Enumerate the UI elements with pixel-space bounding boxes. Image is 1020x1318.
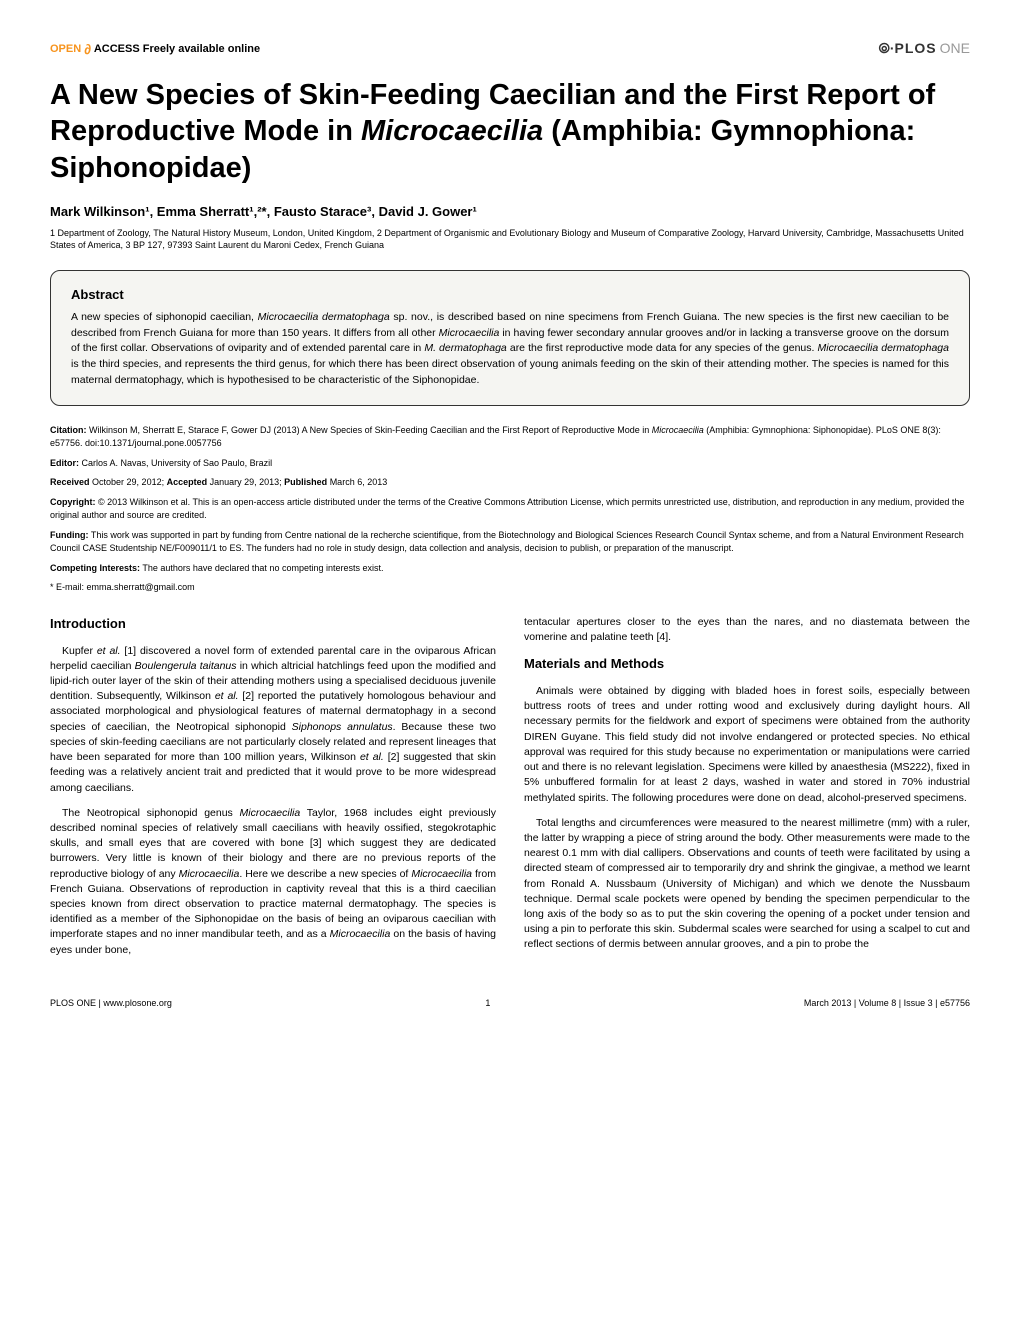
body-italic: et al. bbox=[360, 751, 384, 763]
footer: PLOS ONE | www.plosone.org 1 March 2013 … bbox=[50, 998, 970, 1008]
competing: Competing Interests: The authors have de… bbox=[50, 562, 970, 576]
methods-heading: Materials and Methods bbox=[524, 655, 970, 674]
open-text: OPEN bbox=[50, 42, 81, 54]
email: * E-mail: emma.sherratt@gmail.com bbox=[50, 581, 970, 595]
meta-text: The authors have declared that no compet… bbox=[140, 563, 383, 573]
meta-text: Carlos A. Navas, University of Sao Paulo… bbox=[79, 458, 272, 468]
two-column-body: Introduction Kupfer et al. [1] discovere… bbox=[50, 615, 970, 968]
intro-cont: tentacular apertures closer to the eyes … bbox=[524, 615, 970, 645]
label: Editor: bbox=[50, 458, 79, 468]
label: Received bbox=[50, 477, 90, 487]
plos-text: PLOS bbox=[895, 40, 937, 56]
title-italic: Microcaecilia bbox=[361, 115, 543, 147]
plos-one-text: ONE bbox=[940, 40, 970, 56]
intro-p2: The Neotropical siphonopid genus Microca… bbox=[50, 806, 496, 958]
meta-text: © 2013 Wilkinson et al. This is an open-… bbox=[50, 497, 964, 521]
meta-italic: Microcaecilia bbox=[652, 425, 704, 435]
intro-p1: Kupfer et al. [1] discovered a novel for… bbox=[50, 644, 496, 796]
access-text: ACCESS bbox=[94, 42, 140, 54]
intro-heading: Introduction bbox=[50, 615, 496, 634]
dates: Received October 29, 2012; Accepted Janu… bbox=[50, 476, 970, 490]
body-italic: et al. bbox=[97, 645, 121, 657]
abstract-italic: M. dermatophaga bbox=[424, 342, 506, 354]
label: Accepted bbox=[167, 477, 208, 487]
methods-p1: Animals were obtained by digging with bl… bbox=[524, 684, 970, 806]
label: Competing Interests: bbox=[50, 563, 140, 573]
body-italic: Microcaecilia bbox=[411, 868, 472, 880]
abstract-seg: is the third species, and represents the… bbox=[71, 358, 949, 386]
meta-text: October 29, 2012; bbox=[90, 477, 167, 487]
methods-p2: Total lengths and circumferences were me… bbox=[524, 816, 970, 953]
label: Citation: bbox=[50, 425, 87, 435]
body-italic: Boulengerula taitanus bbox=[135, 660, 237, 672]
body-italic: Microcaecilia bbox=[179, 868, 240, 880]
page-number: 1 bbox=[485, 998, 490, 1008]
lock-icon: ∂ bbox=[84, 41, 91, 57]
plos-logo: ⦾·PLOSONE bbox=[879, 40, 970, 57]
authors: Mark Wilkinson¹, Emma Sherratt¹,²*, Faus… bbox=[50, 204, 970, 219]
abstract-text: A new species of siphonopid caecilian, M… bbox=[71, 310, 949, 389]
label: Published bbox=[284, 477, 327, 487]
label: Copyright: bbox=[50, 497, 96, 507]
open-access-badge: OPEN ∂ ACCESS Freely available online bbox=[50, 41, 260, 57]
right-column: tentacular apertures closer to the eyes … bbox=[524, 615, 970, 968]
body-italic: Siphonops annulatus bbox=[292, 721, 393, 733]
freely-text: Freely available online bbox=[143, 42, 260, 54]
abstract-box: Abstract A new species of siphonopid cae… bbox=[50, 270, 970, 406]
article-title: A New Species of Skin-Feeding Caecilian … bbox=[50, 77, 970, 186]
editor: Editor: Carlos A. Navas, University of S… bbox=[50, 457, 970, 471]
meta-text: Wilkinson M, Sherratt E, Starace F, Gowe… bbox=[87, 425, 652, 435]
header-row: OPEN ∂ ACCESS Freely available online ⦾·… bbox=[50, 40, 970, 57]
footer-right: March 2013 | Volume 8 | Issue 3 | e57756 bbox=[804, 998, 970, 1008]
body-italic: et al. bbox=[215, 690, 239, 702]
abstract-italic: Microcaecilia dermatophaga bbox=[258, 311, 390, 323]
abstract-seg: are the first reproductive mode data for… bbox=[507, 342, 818, 354]
funding: Funding: This work was supported in part… bbox=[50, 529, 970, 556]
body-seg: . Here we describe a new species of bbox=[239, 868, 411, 880]
body-seg: Kupfer bbox=[62, 645, 97, 657]
left-column: Introduction Kupfer et al. [1] discovere… bbox=[50, 615, 496, 968]
meta-text: This work was supported in part by fundi… bbox=[50, 530, 964, 554]
copyright: Copyright: © 2013 Wilkinson et al. This … bbox=[50, 496, 970, 523]
abstract-seg: A new species of siphonopid caecilian, bbox=[71, 311, 258, 323]
label: Funding: bbox=[50, 530, 88, 540]
abstract-italic: Microcaecilia dermatophaga bbox=[818, 342, 949, 354]
citation: Citation: Wilkinson M, Sherratt E, Stara… bbox=[50, 424, 970, 451]
body-italic: Microcaecilia bbox=[330, 928, 391, 940]
meta-text: March 6, 2013 bbox=[327, 477, 387, 487]
plos-logo-icon: ⦾· bbox=[879, 40, 895, 56]
abstract-italic: Microcaecilia bbox=[439, 327, 500, 339]
body-italic: Microcaecilia bbox=[240, 807, 301, 819]
body-seg: The Neotropical siphonopid genus bbox=[62, 807, 240, 819]
affiliations: 1 Department of Zoology, The Natural His… bbox=[50, 227, 970, 252]
meta-section: Citation: Wilkinson M, Sherratt E, Stara… bbox=[50, 424, 970, 595]
abstract-heading: Abstract bbox=[71, 287, 949, 302]
meta-text: January 29, 2013; bbox=[207, 477, 284, 487]
footer-left: PLOS ONE | www.plosone.org bbox=[50, 998, 172, 1008]
